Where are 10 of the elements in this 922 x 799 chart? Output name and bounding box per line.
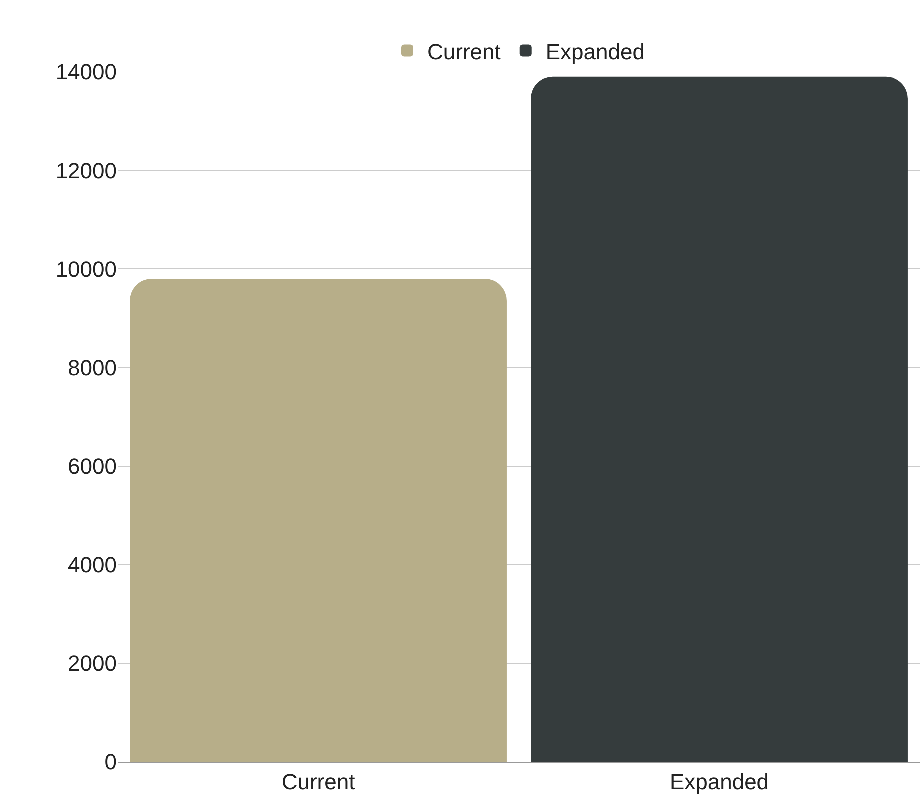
legend-label: Expanded (546, 39, 645, 64)
y-tick-label: 2000 (68, 651, 117, 676)
y-tick-label: 4000 (68, 552, 117, 578)
y-tick-label: 12000 (56, 158, 117, 184)
y-tick-label: 10000 (56, 256, 117, 282)
y-tick-label: 6000 (68, 454, 117, 479)
legend-label: Current (428, 39, 501, 64)
y-tick-label: 8000 (68, 355, 117, 380)
y-tick-label: 14000 (56, 60, 117, 85)
y-tick-label: 0 (104, 750, 117, 775)
